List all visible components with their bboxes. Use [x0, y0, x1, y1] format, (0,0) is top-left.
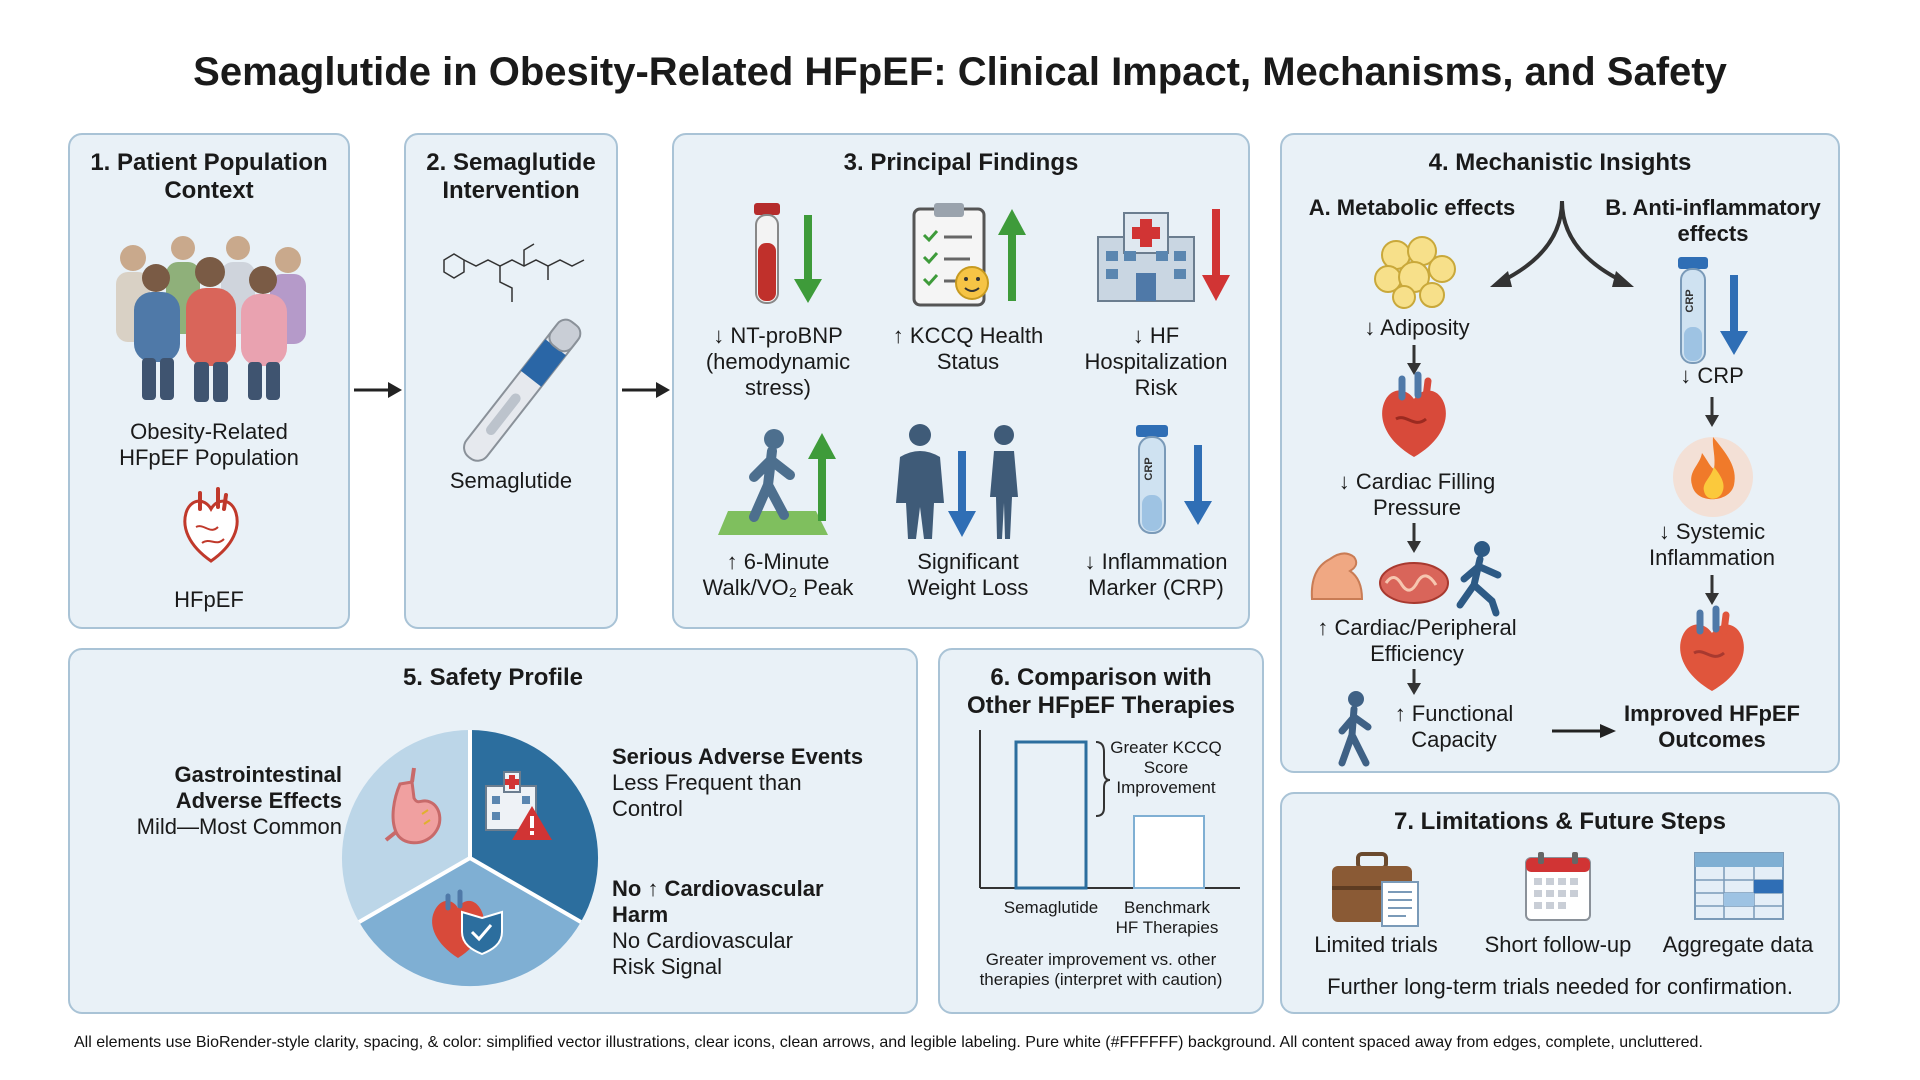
weight-loss-figures-icon — [896, 424, 1018, 539]
arrow-panel1-to-panel2 — [354, 382, 402, 398]
bar-benchmark — [1133, 815, 1205, 889]
adiposity-label: ↓ Adiposity — [1364, 315, 1470, 340]
finding-ntprobnp: ↓ NT-proBNP (hemodynamic stress) — [705, 323, 851, 400]
finding-crp: ↓ Inflammation Marker (CRP) — [1084, 549, 1228, 600]
hospital-warning-icon — [485, 771, 552, 840]
crp-tube-icon: CRP — [1136, 425, 1212, 534]
crp-label: ↓ CRP — [1680, 363, 1744, 388]
improvement-bracket — [1095, 741, 1111, 817]
systemic-inflammation-label: ↓ Systemic Inflammation — [1649, 519, 1775, 570]
muscle-mitochondria-runner-icon — [1310, 541, 1502, 617]
heart-outcome-icon — [1680, 605, 1744, 691]
efficiency-label: ↑ Cardiac/Peripheral Efficiency — [1317, 615, 1517, 666]
walking-person-icon — [718, 429, 836, 535]
panel7-title: 7. Limitations & Future Steps — [1393, 808, 1727, 835]
panel-mechanistic-insights: 4. Mechanistic Insights A. Metabolic eff… — [1280, 133, 1840, 773]
bar-label-semaglutide: Semaglutide — [1003, 898, 1099, 917]
finding-kccq: ↑ KCCQ Health Status — [892, 323, 1044, 374]
comparison-note: Greater improvement vs. other therapies … — [979, 950, 1223, 989]
data-table-icon — [1694, 852, 1784, 920]
calendar-icon — [1525, 852, 1591, 921]
limitation-item-1: Limited trials — [1314, 932, 1438, 957]
population-label: Obesity-Related HFpEF Population — [119, 419, 299, 470]
hospital-icon — [1097, 209, 1230, 302]
crp-tube-mech-icon: CRP — [1678, 257, 1748, 364]
heart-shield-icon — [432, 889, 503, 958]
panel2-title: 2. Semaglutide Intervention — [426, 149, 596, 204]
branch-a-label: A. Metabolic effects — [1308, 195, 1516, 220]
blood-tube-icon — [754, 203, 822, 304]
panel6-title: 6. Comparison with Other HFpEF Therapies — [966, 664, 1236, 719]
improved-outcomes-label: Improved HFpEF Outcomes — [1623, 701, 1800, 752]
crp-tube-mech-text: CRP — [1684, 289, 1696, 312]
panel4-title: 4. Mechanistic Insights — [1428, 149, 1692, 176]
page-title: Semaglutide in Obesity-Related HFpEF: Cl… — [193, 50, 1727, 94]
down-arrow-5 — [1705, 575, 1719, 605]
finding-weight-loss: Significant Weight Loss — [907, 549, 1029, 600]
flame-icon — [1673, 437, 1753, 517]
stomach-icon — [384, 767, 442, 845]
comparison-bar-chart — [979, 730, 1240, 890]
arrow-to-outcomes — [1552, 724, 1616, 738]
limitations-note: Further long-term trials needed for conf… — [1327, 974, 1793, 999]
heart-outline-icon — [183, 487, 239, 563]
panel-principal-findings: 3. Principal Findings ↓ NT-proBNP (hemod… — [672, 133, 1250, 629]
panel-limitations: 7. Limitations & Future Steps Limited tr… — [1280, 792, 1840, 1014]
panel-safety-profile: 5. Safety Profile Gastrointestinal Adver… — [68, 648, 918, 1014]
branch-b-label: B. Anti-inflammatory effects — [1605, 195, 1821, 246]
cv-harm-label: No ↑ Cardiovascular Harm No Cardiovascul… — [612, 876, 824, 979]
heart-anatomical-icon — [1382, 371, 1446, 457]
branch-arrows — [1490, 200, 1634, 287]
footer-note: All elements use BioRender-style clarity… — [74, 1034, 1703, 1051]
panel-patient-population: 1. Patient Population Context Obesity-Re… — [68, 133, 350, 629]
hfpef-label: HFpEF — [174, 587, 244, 612]
panel5-title: 5. Safety Profile — [402, 664, 584, 691]
crp-tube-text: CRP — [1143, 457, 1155, 480]
semaglutide-label: Semaglutide — [449, 468, 573, 493]
molecule-structure-icon — [443, 243, 585, 302]
patient-group-icon — [116, 236, 306, 402]
functional-capacity-label: ↑ Functional Capacity — [1394, 701, 1514, 752]
finding-walk: ↑ 6-Minute Walk/VO₂ Peak — [702, 549, 854, 600]
bar-label-benchmark: Benchmark HF Therapies — [1115, 898, 1219, 937]
down-arrow-1 — [1407, 345, 1421, 375]
finding-hospitalization: ↓ HF Hospitalization Risk — [1084, 323, 1228, 400]
safety-pie-chart — [341, 730, 599, 987]
down-arrow-3 — [1407, 669, 1421, 695]
bracket-label: Greater KCCQ Score Improvement — [1110, 738, 1222, 797]
panel1-title: 1. Patient Population Context — [90, 149, 328, 204]
serious-ae-label: Serious Adverse Events Less Frequent tha… — [612, 744, 864, 821]
down-arrow-4 — [1705, 397, 1719, 427]
panel-comparison: 6. Comparison with Other HFpEF Therapies… — [938, 648, 1264, 1014]
gi-effects-label: Gastrointestinal Adverse Effects Mild—Mo… — [136, 762, 342, 839]
clipboard-smiley-icon — [912, 203, 1026, 307]
panel3-title: 3. Principal Findings — [843, 149, 1079, 176]
filling-pressure-label: ↓ Cardiac Filling Pressure — [1338, 469, 1496, 520]
adipocyte-cluster-icon — [1374, 236, 1456, 309]
down-arrow-2 — [1407, 523, 1421, 553]
panel-intervention: 2. Semaglutide Intervention Semaglutide — [404, 133, 618, 629]
limitation-item-3: Aggregate data — [1662, 932, 1814, 957]
arrow-panel2-to-panel3 — [622, 382, 670, 398]
limitation-item-2: Short follow-up — [1484, 932, 1632, 957]
bar-semaglutide — [1014, 740, 1088, 890]
walking-figure-icon — [1338, 691, 1372, 767]
semaglutide-pen-icon — [463, 318, 582, 462]
briefcase-document-icon — [1332, 852, 1419, 927]
